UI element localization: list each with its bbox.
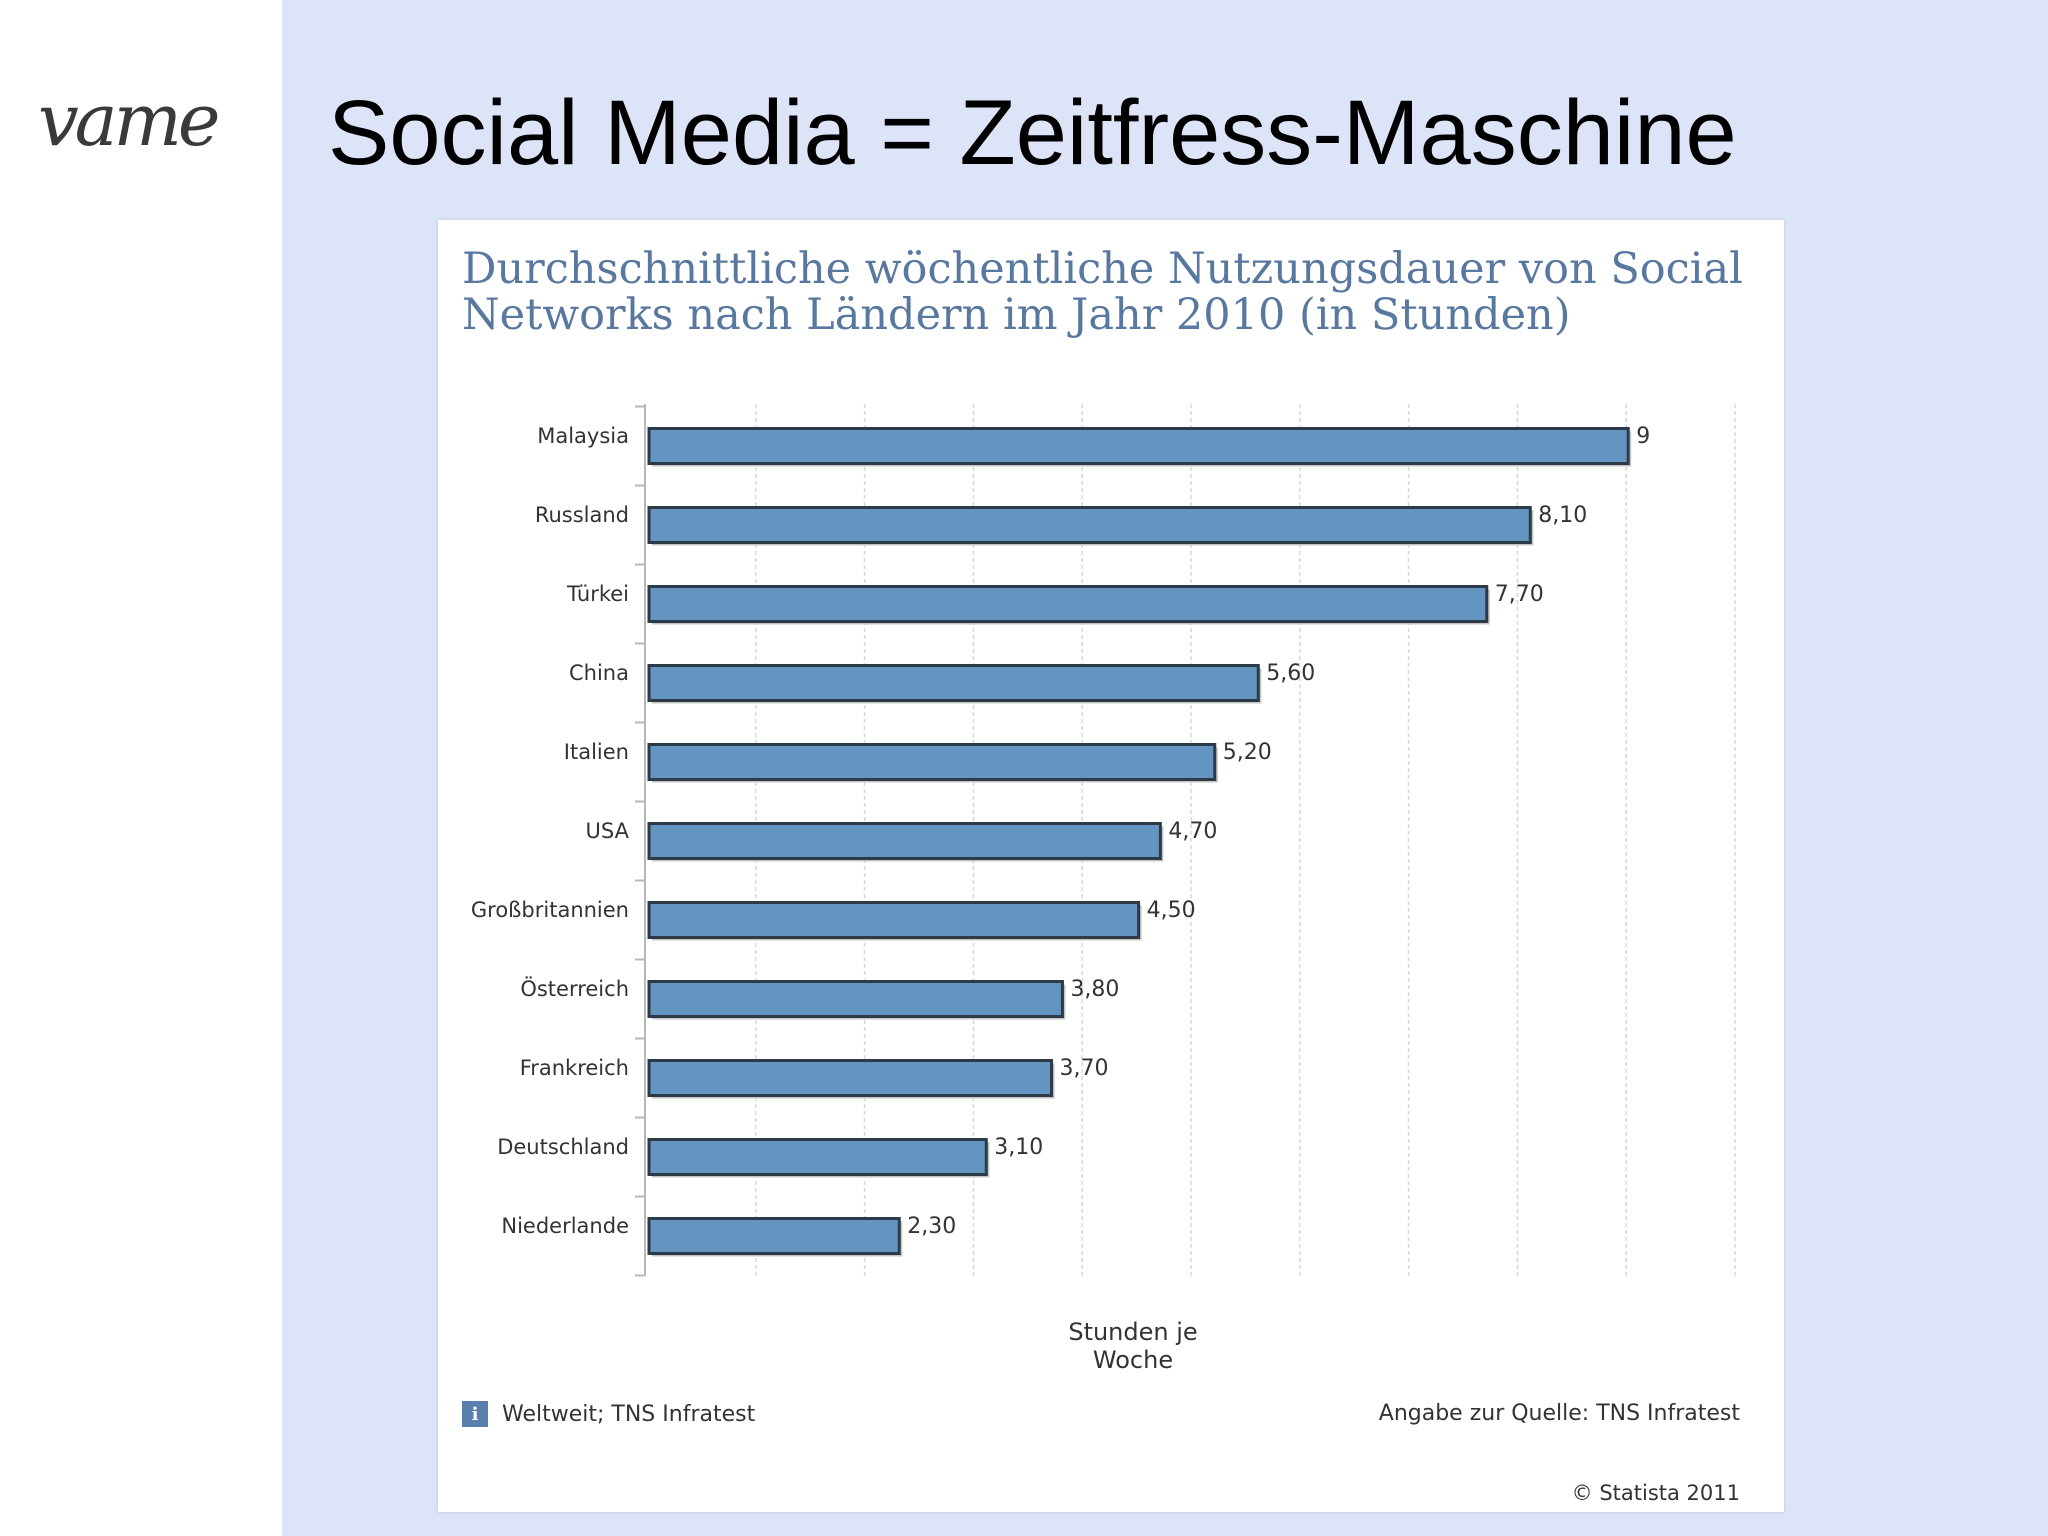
labels: Malaysia 9 Russland 8,10 Türkei 7,70 China 5,60… (471, 424, 1650, 1239)
slide-sidebar: vame (0, 0, 282, 1536)
category-label: Niederlande (501, 1214, 629, 1238)
bar (647, 822, 1162, 860)
category-label: Österreich (520, 976, 629, 1001)
bar (647, 427, 1630, 465)
value-label: 9 (1636, 424, 1650, 449)
slide-title: Social Media = Zeitfress-Maschine (328, 82, 1737, 184)
bar (647, 1059, 1054, 1097)
category-label: USA (586, 819, 630, 843)
category-label: Italien (564, 740, 629, 764)
chart-title: Durchschnittliche wöchentliche Nutzungsd… (462, 244, 1743, 340)
value-label: 3,70 (1060, 1056, 1109, 1081)
source-note: Angabe zur Quelle: TNS Infratest (1378, 1401, 1740, 1426)
bar (647, 1138, 988, 1176)
bar (647, 506, 1532, 544)
value-label: 3,80 (1070, 977, 1119, 1002)
vame-logo: vame (38, 78, 220, 162)
bar (647, 585, 1489, 623)
bar (647, 1217, 901, 1255)
category-label: China (569, 661, 629, 685)
x-axis-label: Stunden je Woche (1068, 1318, 1198, 1374)
region-note: Weltweit; TNS Infratest (502, 1401, 756, 1427)
category-label: Frankreich (520, 1056, 629, 1080)
category-label: Malaysia (537, 424, 629, 448)
category-label: Großbritannien (471, 898, 629, 922)
category-label: Russland (535, 503, 629, 527)
value-label: 2,30 (907, 1214, 956, 1239)
footer-note: i Weltweit; TNS Infratest (462, 1400, 755, 1428)
bars (647, 427, 1632, 1257)
value-label: 5,20 (1223, 740, 1272, 765)
info-icon[interactable]: i (462, 1401, 488, 1427)
bar (647, 743, 1217, 781)
value-label: 7,70 (1495, 582, 1544, 607)
category-label: Deutschland (497, 1135, 629, 1159)
value-label: 4,70 (1168, 819, 1217, 844)
chart-card: Durchschnittliche wöchentliche Nutzungsd… (438, 220, 1784, 1512)
bar-chart: Malaysia 9 Russland 8,10 Türkei 7,70 China 5,60… (471, 404, 1736, 1277)
bar (647, 980, 1064, 1018)
value-label: 3,10 (994, 1135, 1043, 1160)
category-label: Türkei (566, 582, 629, 606)
bar (647, 901, 1141, 939)
copyright: © Statista 2011 (1571, 1481, 1740, 1505)
value-label: 4,50 (1147, 898, 1196, 923)
value-label: 5,60 (1266, 661, 1315, 686)
value-label: 8,10 (1538, 503, 1587, 528)
bar (647, 664, 1260, 702)
